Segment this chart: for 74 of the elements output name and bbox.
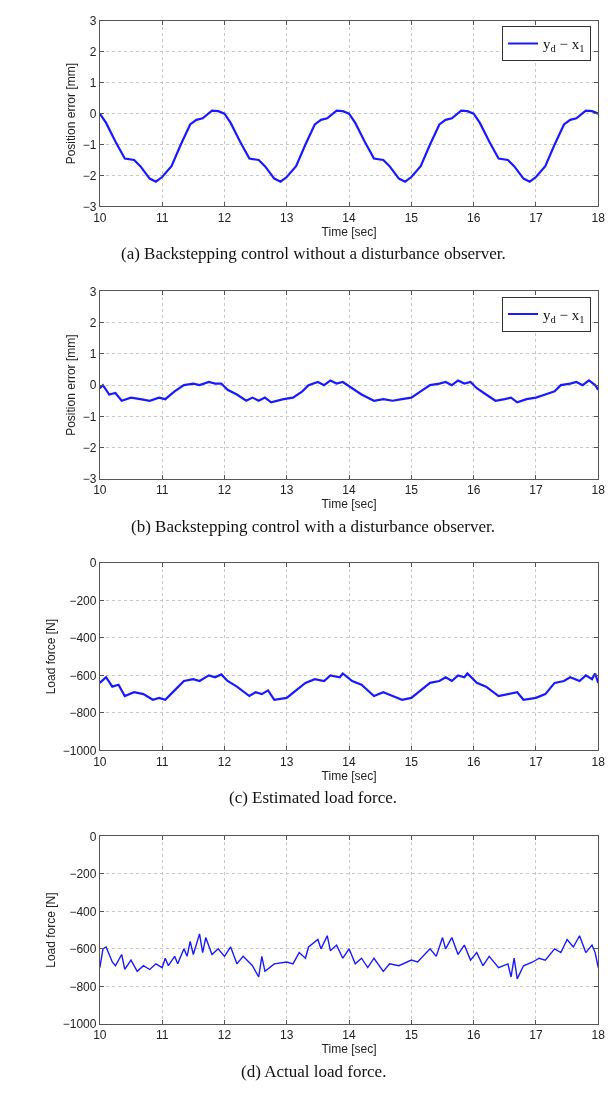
y-tick-label: 1 (89, 75, 97, 90)
x-tick-label: 16 (466, 754, 481, 769)
x-tick-label: 18 (591, 754, 606, 769)
y-axis-title: Load force [N] (44, 618, 59, 695)
y-axis-title: Position error [mm] (64, 334, 79, 436)
text: (c) Estimated load force. (229, 788, 398, 807)
x-tick-label: 12 (217, 754, 232, 769)
x-tick-label: 12 (217, 210, 232, 225)
y-tick-label: 2 (89, 315, 97, 330)
x-tick-label: 15 (404, 1028, 419, 1043)
y-tick-label: −1 (82, 409, 97, 424)
y-tick-label: 3 (89, 284, 97, 299)
x-tick-label: 17 (529, 483, 543, 498)
y-tick-label: −2 (82, 440, 97, 455)
x-tick-label: 10 (93, 483, 107, 498)
line-series (99, 672, 599, 701)
x-tick-label: 11 (155, 754, 169, 769)
x-axis-title: Time [sec] (321, 497, 377, 512)
x-tick-label: 15 (404, 210, 419, 225)
x-tick-label: 14 (342, 210, 357, 225)
x-tick-label: 11 (155, 210, 169, 225)
text: (d) Actual load force. (241, 1062, 387, 1081)
legend-label: y$_{d}$ − x$_{1}$ (543, 36, 585, 55)
y-tick-label: 0 (89, 829, 97, 844)
x-tick-label: 13 (280, 483, 294, 498)
x-tick-label: 15 (404, 754, 419, 769)
y-tick-label: −200 (69, 867, 97, 882)
y-tick-label: −800 (69, 706, 97, 721)
x-tick-label: 12 (217, 483, 232, 498)
x-axis-title: Time [sec] (321, 1042, 377, 1057)
y-tick-label: −200 (69, 593, 97, 608)
legend-label: y$_{d}$ − x$_{1}$ (543, 306, 585, 326)
x-tick-label: 18 (591, 1028, 606, 1043)
y-tick-label: 0 (89, 378, 97, 393)
x-tick-label: 16 (466, 210, 481, 225)
x-tick-label: 12 (217, 1028, 232, 1043)
x-tick-label: 15 (404, 483, 419, 498)
x-tick-label: 10 (93, 1028, 107, 1043)
y-tick-label: −600 (69, 942, 97, 957)
y-tick-label: −2 (82, 168, 97, 183)
x-tick-label: 17 (529, 754, 543, 769)
x-axis-title: Time [sec] (321, 224, 377, 239)
text: (b) Backstepping control with a disturbance observer. (131, 517, 495, 536)
line-series (99, 379, 599, 404)
y-tick-label: −400 (69, 904, 97, 919)
x-tick-label: 13 (280, 1028, 294, 1043)
y-tick-label: −600 (69, 668, 97, 683)
x-tick-label: 14 (342, 1028, 357, 1043)
y-axis-title: Load force [N] (44, 892, 59, 968)
line-series (99, 933, 599, 980)
y-tick-label: 0 (89, 556, 97, 571)
x-tick-label: 18 (591, 210, 606, 225)
x-tick-label: 11 (155, 1028, 169, 1043)
y-tick-label: −400 (69, 631, 97, 646)
line-series (99, 109, 599, 183)
y-tick-label: −1 (82, 137, 97, 152)
x-tick-label: 16 (466, 1028, 481, 1043)
y-tick-label: 1 (89, 347, 97, 362)
y-tick-label: 0 (89, 106, 97, 121)
y-tick-label: 3 (89, 14, 97, 29)
x-tick-label: 14 (342, 483, 357, 498)
text: (a) Backstepping control without a disturbance observer. (121, 244, 506, 263)
y-axis-title: Position error [mm] (64, 62, 79, 165)
x-tick-label: 11 (155, 483, 169, 498)
x-tick-label: 17 (529, 210, 543, 225)
x-tick-label: 13 (280, 754, 294, 769)
x-tick-label: 14 (342, 754, 357, 769)
x-tick-label: 18 (591, 483, 606, 498)
x-tick-label: 16 (466, 483, 481, 498)
x-tick-label: 13 (280, 210, 294, 225)
x-axis-title: Time [sec] (321, 768, 377, 783)
x-tick-label: 17 (529, 1028, 543, 1043)
y-tick-label: −800 (69, 979, 97, 994)
y-tick-label: 2 (89, 44, 97, 59)
